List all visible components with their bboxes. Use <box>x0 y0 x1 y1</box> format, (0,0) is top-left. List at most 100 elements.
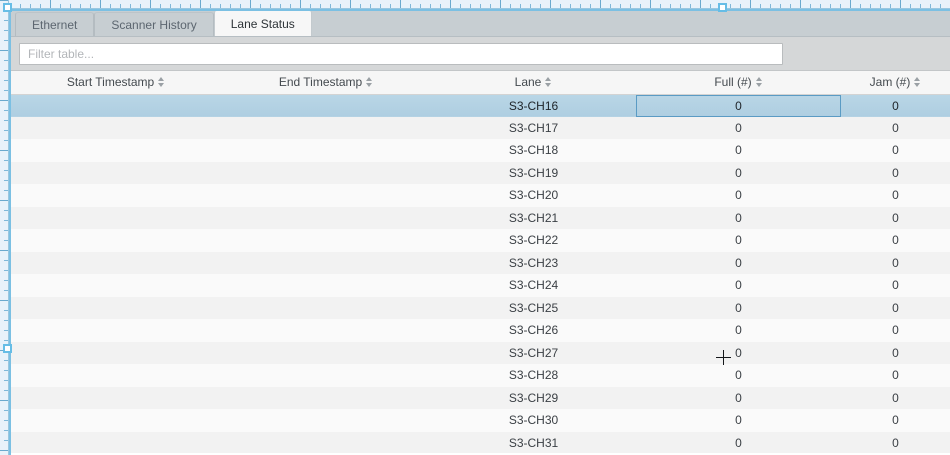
resize-handle-top-center[interactable] <box>718 3 727 12</box>
table-row[interactable]: S3-CH24 0 0 <box>11 274 950 297</box>
cell-jam[interactable]: 0 <box>841 139 950 162</box>
cell-start[interactable] <box>11 409 221 432</box>
cell-start[interactable] <box>11 431 221 453</box>
cell-lane[interactable]: S3-CH20 <box>431 184 636 207</box>
cell-jam[interactable]: 0 <box>841 296 950 319</box>
cell-jam[interactable]: 0 <box>841 319 950 342</box>
cell-end[interactable] <box>221 274 431 297</box>
cell-lane[interactable]: S3-CH23 <box>431 251 636 274</box>
cell-full[interactable]: 0 <box>636 431 841 453</box>
table-row[interactable]: S3-CH21 0 0 <box>11 206 950 229</box>
cell-jam[interactable]: 0 <box>841 274 950 297</box>
table-row[interactable]: S3-CH17 0 0 <box>11 116 950 139</box>
cell-start[interactable] <box>11 206 221 229</box>
table-row[interactable]: S3-CH26 0 0 <box>11 319 950 342</box>
cell-end[interactable] <box>221 206 431 229</box>
table-row[interactable]: S3-CH31 0 0 <box>11 431 950 453</box>
table-row[interactable]: S3-CH20 0 0 <box>11 184 950 207</box>
cell-start[interactable] <box>11 386 221 409</box>
cell-end[interactable] <box>221 386 431 409</box>
table-row[interactable]: S3-CH30 0 0 <box>11 409 950 432</box>
cell-full[interactable]: 0 <box>636 319 841 342</box>
cell-full[interactable]: 0 <box>636 206 841 229</box>
cell-end[interactable] <box>221 184 431 207</box>
cell-start[interactable] <box>11 139 221 162</box>
cell-end[interactable] <box>221 296 431 319</box>
cell-jam[interactable]: 0 <box>841 386 950 409</box>
cell-start[interactable] <box>11 116 221 139</box>
cell-lane[interactable]: S3-CH29 <box>431 386 636 409</box>
cell-lane[interactable]: S3-CH22 <box>431 229 636 252</box>
cell-end[interactable] <box>221 319 431 342</box>
cell-end[interactable] <box>221 229 431 252</box>
filter-table-input[interactable] <box>19 43 783 65</box>
cell-jam[interactable]: 0 <box>841 251 950 274</box>
cell-lane[interactable]: S3-CH25 <box>431 296 636 319</box>
cell-full[interactable]: 0 <box>636 139 841 162</box>
table-row[interactable]: S3-CH18 0 0 <box>11 139 950 162</box>
cell-full[interactable]: 0 <box>636 184 841 207</box>
table-row[interactable]: S3-CH19 0 0 <box>11 161 950 184</box>
cell-full[interactable]: 0 <box>636 386 841 409</box>
column-header-jam[interactable]: Jam (#) <box>841 71 950 95</box>
cell-start[interactable] <box>11 296 221 319</box>
cell-full[interactable]: 0 <box>636 116 841 139</box>
horizontal-ruler[interactable] <box>0 0 950 9</box>
cell-full[interactable]: 0 <box>636 94 841 117</box>
cell-full[interactable]: 0 <box>636 341 841 364</box>
table-row[interactable]: S3-CH22 0 0 <box>11 229 950 252</box>
cell-end[interactable] <box>221 161 431 184</box>
cell-lane[interactable]: S3-CH28 <box>431 364 636 387</box>
lane-status-table-container[interactable]: Start Timestamp End Timestamp <box>11 71 950 453</box>
cell-end[interactable] <box>221 139 431 162</box>
cell-end[interactable] <box>221 341 431 364</box>
table-row[interactable]: S3-CH29 0 0 <box>11 386 950 409</box>
column-header-end-timestamp[interactable]: End Timestamp <box>221 71 431 95</box>
cell-lane[interactable]: S3-CH27 <box>431 341 636 364</box>
cell-end[interactable] <box>221 94 431 117</box>
cell-jam[interactable]: 0 <box>841 409 950 432</box>
table-row[interactable]: S3-CH25 0 0 <box>11 296 950 319</box>
cell-full[interactable]: 0 <box>636 409 841 432</box>
cell-start[interactable] <box>11 364 221 387</box>
cell-jam[interactable]: 0 <box>841 184 950 207</box>
column-header-start-timestamp[interactable]: Start Timestamp <box>11 71 221 95</box>
table-row[interactable]: S3-CH23 0 0 <box>11 251 950 274</box>
cell-start[interactable] <box>11 184 221 207</box>
cell-full[interactable]: 0 <box>636 161 841 184</box>
tab-ethernet[interactable]: Ethernet <box>15 12 95 36</box>
vertical-ruler[interactable] <box>0 0 9 455</box>
cell-jam[interactable]: 0 <box>841 431 950 453</box>
cell-jam[interactable]: 0 <box>841 94 950 117</box>
cell-lane[interactable]: S3-CH30 <box>431 409 636 432</box>
tab-lane-status[interactable]: Lane Status <box>213 11 312 36</box>
cell-lane[interactable]: S3-CH21 <box>431 206 636 229</box>
cell-full[interactable]: 0 <box>636 251 841 274</box>
column-header-full[interactable]: Full (#) <box>636 71 841 95</box>
cell-lane[interactable]: S3-CH24 <box>431 274 636 297</box>
cell-full[interactable]: 0 <box>636 364 841 387</box>
cell-start[interactable] <box>11 94 221 117</box>
cell-start[interactable] <box>11 161 221 184</box>
cell-lane[interactable]: S3-CH26 <box>431 319 636 342</box>
table-row[interactable]: S3-CH28 0 0 <box>11 364 950 387</box>
cell-start[interactable] <box>11 341 221 364</box>
resize-handle-middle-left[interactable] <box>3 344 12 353</box>
cell-lane[interactable]: S3-CH31 <box>431 431 636 453</box>
cell-start[interactable] <box>11 229 221 252</box>
cell-jam[interactable]: 0 <box>841 229 950 252</box>
cell-end[interactable] <box>221 431 431 453</box>
cell-lane[interactable]: S3-CH18 <box>431 139 636 162</box>
tab-scanner-history[interactable]: Scanner History <box>94 12 214 36</box>
cell-end[interactable] <box>221 251 431 274</box>
cell-jam[interactable]: 0 <box>841 206 950 229</box>
cell-full[interactable]: 0 <box>636 296 841 319</box>
cell-jam[interactable]: 0 <box>841 364 950 387</box>
cell-jam[interactable]: 0 <box>841 161 950 184</box>
cell-full[interactable]: 0 <box>636 274 841 297</box>
cell-end[interactable] <box>221 409 431 432</box>
cell-start[interactable] <box>11 274 221 297</box>
cell-lane[interactable]: S3-CH19 <box>431 161 636 184</box>
cell-jam[interactable]: 0 <box>841 116 950 139</box>
resize-handle-top-left[interactable] <box>3 3 12 12</box>
